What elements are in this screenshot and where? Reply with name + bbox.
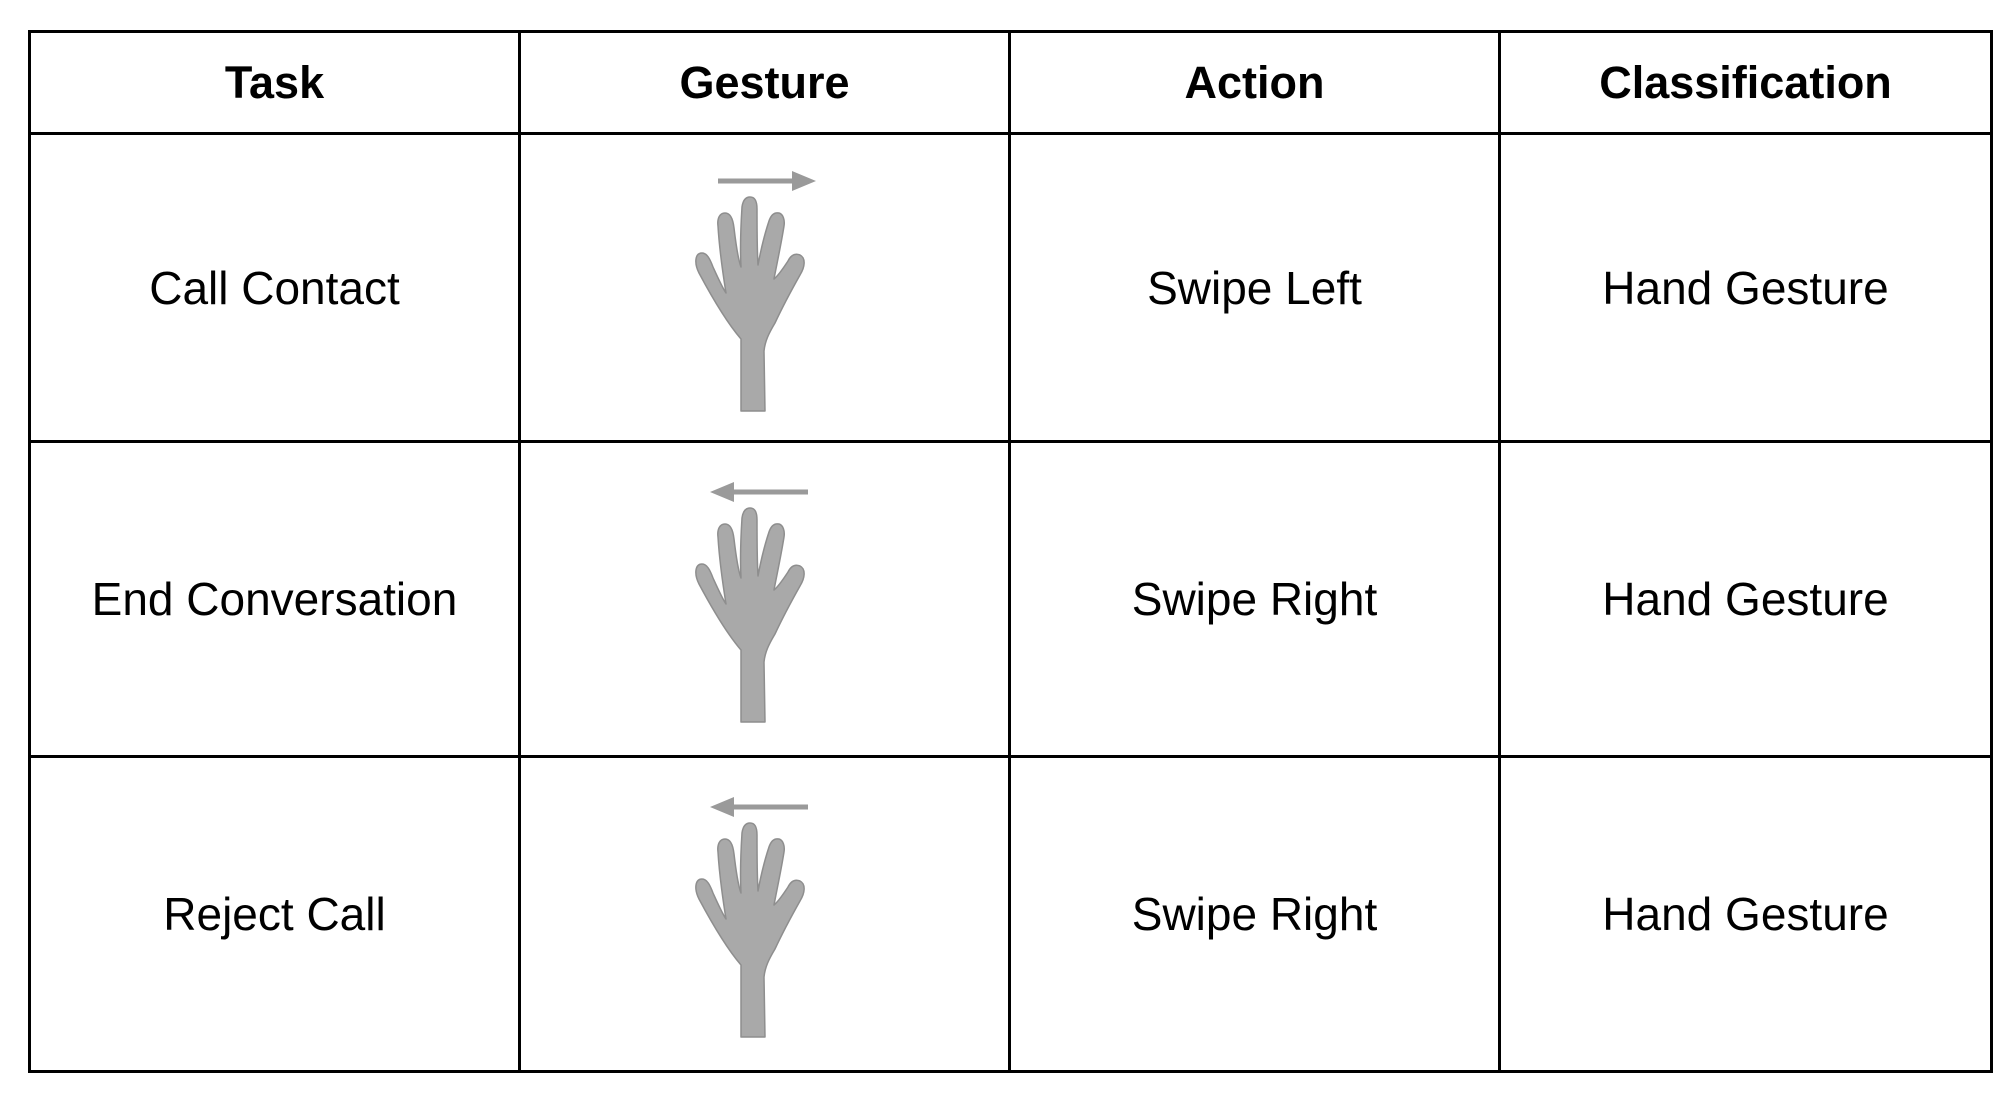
- action-cell: Swipe Right: [1008, 440, 1501, 758]
- classification-cell: Hand Gesture: [1498, 755, 1993, 1073]
- hand-swipe-right-icon: [694, 170, 816, 412]
- hand-icon: [694, 822, 805, 1038]
- table-row: Call Contact Swipe Left Hand Gesture: [28, 132, 1993, 443]
- hand-swipe-left-icon: [694, 482, 808, 723]
- hand-icon: [694, 507, 805, 723]
- arrow-right-icon: [717, 170, 816, 191]
- task-cell: End Conversation: [28, 440, 521, 758]
- classification-cell: Hand Gesture: [1498, 440, 1993, 758]
- action-cell: Swipe Left: [1008, 132, 1501, 443]
- hand-icon: [694, 195, 805, 412]
- header-task: Task: [28, 30, 521, 135]
- header-classification: Classification: [1498, 30, 1993, 135]
- gesture-table: Task Gesture Action Classification Call …: [28, 30, 1993, 1073]
- arrow-left-icon: [709, 797, 808, 817]
- header-action: Action: [1008, 30, 1501, 135]
- hand-swipe-left-icon: [694, 797, 808, 1038]
- gesture-cell: [518, 132, 1011, 443]
- gesture-cell: [518, 440, 1011, 758]
- arrow-left-icon: [709, 482, 808, 502]
- table-row: End Conversation Swipe Right Hand Gestur…: [28, 440, 1993, 758]
- table-row: Reject Call Swipe Right Hand Gesture: [28, 755, 1993, 1073]
- task-cell: Call Contact: [28, 132, 521, 443]
- header-gesture: Gesture: [518, 30, 1011, 135]
- gesture-cell: [518, 755, 1011, 1073]
- action-cell: Swipe Right: [1008, 755, 1501, 1073]
- table-header-row: Task Gesture Action Classification: [28, 30, 1993, 135]
- task-cell: Reject Call: [28, 755, 521, 1073]
- classification-cell: Hand Gesture: [1498, 132, 1993, 443]
